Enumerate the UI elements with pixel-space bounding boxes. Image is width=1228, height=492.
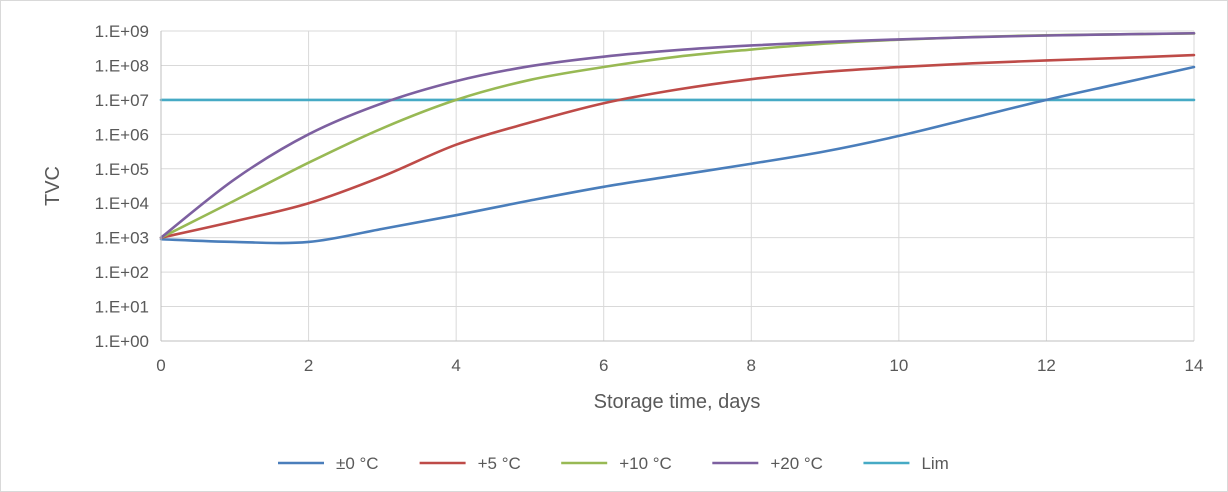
series-line-10-c	[159, 32, 1196, 239]
x-tick-label: 4	[451, 356, 460, 375]
y-tick-label: 1.E+04	[95, 194, 149, 213]
y-tick-label: 1.E+06	[95, 125, 149, 144]
y-tick-label: 1.E+01	[95, 298, 149, 317]
y-tick-label: 1.E+03	[95, 229, 149, 248]
y-tick-label: 1.E+02	[95, 263, 149, 282]
y-tick-label: 1.E+07	[95, 91, 149, 110]
series-line-5-c	[159, 53, 1196, 239]
y-tick-label: 1.E+09	[95, 22, 149, 41]
series-line-0-c	[159, 65, 1196, 245]
x-tick-label: 0	[156, 356, 165, 375]
x-tick-label: 10	[889, 356, 908, 375]
legend-item-0-c: ±0 °C	[278, 454, 379, 473]
x-tick-labels: 0 2 4 6 8 10 12 14	[156, 356, 1203, 375]
x-tick-label: 14	[1185, 356, 1204, 375]
y-tick-label: 1.E+08	[95, 56, 149, 75]
legend-label: Lim	[921, 454, 948, 473]
x-tick-label: 8	[747, 356, 756, 375]
y-axis-title: TVC	[42, 166, 64, 206]
x-tick-label: 2	[304, 356, 313, 375]
legend-label: +10 °C	[619, 454, 672, 473]
legend-item-10-c: +10 °C	[561, 454, 672, 473]
series-line-20-c	[159, 31, 1196, 239]
y-tick-label: 1.E+00	[95, 332, 149, 351]
x-tick-label: 6	[599, 356, 608, 375]
grid-lines	[161, 30, 1195, 341]
legend-label: +5 °C	[478, 454, 521, 473]
y-tick-label: 1.E+05	[95, 160, 149, 179]
legend-item-5-c: +5 °C	[419, 454, 521, 473]
legend: ±0 °C +5 °C +10 °C +20 °C Lim	[278, 454, 949, 473]
y-tick-labels: 1.E+00 1.E+01 1.E+02 1.E+03 1.E+04 1.E+05 1.E+…	[95, 22, 149, 351]
x-axis-title: Storage time, days	[594, 391, 761, 413]
legend-item-20-c: +20 °C	[712, 454, 823, 473]
series-lines	[159, 31, 1196, 245]
legend-label: +20 °C	[770, 454, 823, 473]
legend-item-lim: Lim	[863, 454, 949, 473]
x-tick-label: 12	[1037, 356, 1056, 375]
legend-label: ±0 °C	[336, 454, 379, 473]
axes	[160, 31, 1194, 342]
